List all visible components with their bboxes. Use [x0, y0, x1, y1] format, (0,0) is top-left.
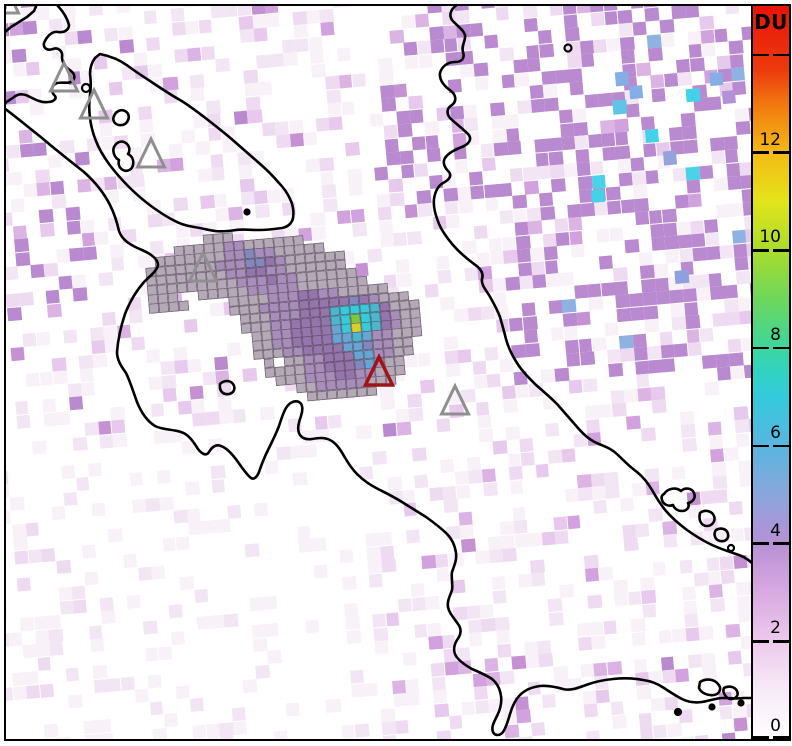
erupting-volcano-marker-icon — [362, 353, 396, 387]
colorbar-tick-mark — [753, 151, 769, 154]
island-dot — [708, 703, 716, 711]
coastline — [722, 685, 739, 701]
colorbar-tick-mark — [773, 444, 789, 448]
colorbar-tick-mark — [773, 542, 789, 545]
volcano-marker-icon — [78, 86, 110, 120]
coastline — [6, 6, 38, 33]
map-panel — [4, 4, 753, 741]
noise-pixel — [316, 740, 330, 741]
colorbar-tick-mark — [773, 639, 789, 643]
colorbar-tick-mark — [753, 346, 769, 350]
colorbar-tick-label: 0 — [770, 716, 781, 736]
colorbar-tick-label: 10 — [759, 227, 781, 248]
coastline — [698, 509, 716, 528]
colorbar-tick-mark — [753, 639, 769, 643]
colorbar-unit-label: DU — [754, 10, 788, 34]
coastline-and-markers-layer — [6, 6, 751, 737]
colorbar-tick-mark — [773, 53, 789, 57]
coastline — [218, 379, 236, 396]
colorbar-tick-label: 6 — [770, 422, 781, 443]
coastline — [697, 678, 722, 697]
island-dot — [243, 208, 251, 216]
colorbar-tick-mark — [753, 249, 769, 252]
colorbar-tick-mark — [773, 736, 789, 739]
colorbar-tick-mark — [773, 346, 789, 350]
island-dot — [726, 543, 736, 553]
coastline — [713, 527, 730, 543]
island-dot — [737, 699, 745, 707]
island-dot — [563, 43, 573, 53]
colorbar-tick-mark — [773, 151, 789, 154]
island-dot — [80, 82, 92, 94]
island-dots — [80, 43, 745, 717]
volcano-markers — [6, 6, 471, 416]
coastline — [6, 107, 751, 737]
colorbar-tick-label: 2 — [770, 618, 781, 639]
coastline — [660, 487, 696, 513]
colorbar-tick-mark — [753, 444, 769, 448]
volcano-marker-icon — [48, 59, 80, 93]
map-canvas — [6, 6, 751, 741]
island-dot — [673, 707, 683, 717]
colorbar-tick-mark — [753, 542, 769, 545]
coastline — [112, 140, 135, 173]
volcano-marker-icon — [439, 382, 471, 416]
coastline — [112, 108, 131, 127]
colorbar-gradient — [753, 6, 789, 739]
noise-pixel — [640, 738, 657, 739]
volcano-marker-icon — [135, 135, 167, 169]
coastline — [6, 6, 76, 104]
colorbar: 0 2 4 6 8 10 12 DU — [751, 4, 791, 741]
volcano-marker-icon — [6, 6, 21, 15]
colorbar-tick-label: 4 — [770, 520, 781, 541]
colorbar-tick-mark — [773, 249, 789, 252]
colorbar-tick-mark — [753, 736, 769, 739]
coastline-paths — [6, 6, 751, 737]
coastline — [432, 6, 751, 564]
colorbar-tick-label: 8 — [770, 325, 781, 346]
coastline — [87, 52, 295, 233]
colorbar-tick-mark — [753, 53, 769, 57]
volcano-marker-icon — [187, 249, 219, 283]
colorbar-tick-label: 12 — [759, 129, 781, 150]
